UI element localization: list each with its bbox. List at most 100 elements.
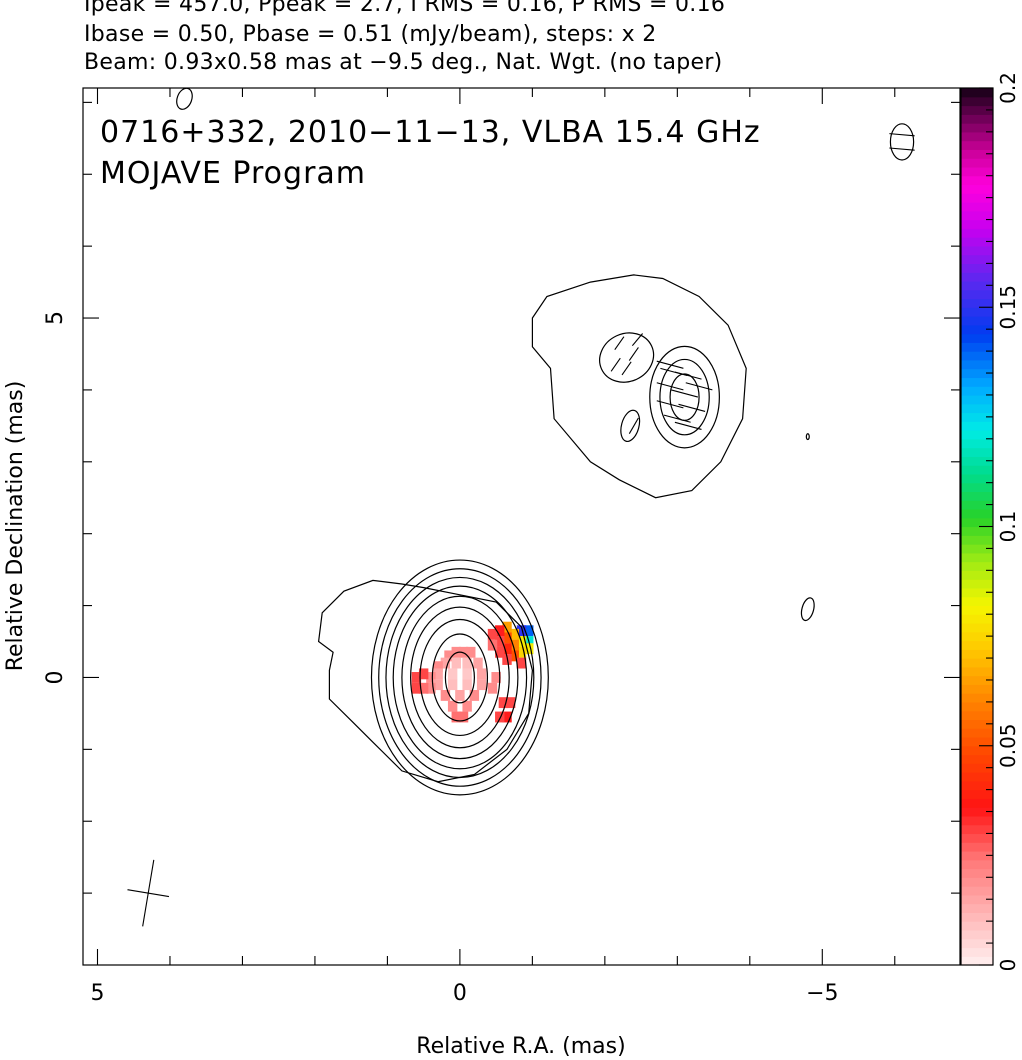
colorbar-segment xyxy=(961,938,993,949)
polarization-pixel xyxy=(447,700,458,712)
colorbar-segment xyxy=(961,763,993,773)
polarization-pixel xyxy=(495,625,505,637)
colorbar-segment xyxy=(961,421,993,431)
colorbar-segment xyxy=(961,947,993,957)
colorbar-segment xyxy=(961,894,993,905)
polarization-pixel xyxy=(509,628,519,640)
colorbar-segment xyxy=(961,438,993,449)
evpa-vector xyxy=(628,417,639,434)
colorbar-segment xyxy=(961,561,993,571)
evpa-vector xyxy=(889,133,915,137)
colorbar-segment xyxy=(961,202,993,212)
polarization-pixel xyxy=(509,650,519,662)
colorbar-segment xyxy=(961,158,993,168)
colorbar-tick-label: 0 xyxy=(996,959,1020,972)
polarization-pixel xyxy=(487,628,498,640)
evpa-vector xyxy=(656,360,684,369)
colorbar-segment xyxy=(961,596,993,607)
colorbar-segment xyxy=(961,140,993,150)
core-contour xyxy=(431,633,489,722)
colorbar-segment xyxy=(961,631,993,642)
colorbar-segment xyxy=(961,386,993,396)
colorbar-segment xyxy=(961,736,993,747)
core-contour xyxy=(410,606,510,749)
colorbar-segment xyxy=(961,430,993,440)
colorbar-segment xyxy=(961,693,993,703)
polarization-pixel xyxy=(516,657,527,669)
colorbar-segment xyxy=(961,465,993,475)
colorbar-segment xyxy=(961,798,993,808)
colorbar-segment xyxy=(961,280,993,291)
polarization-pixel xyxy=(451,657,461,669)
colorbar-segment xyxy=(961,245,993,256)
colorbar xyxy=(961,88,993,966)
x-tick-label: 0 xyxy=(453,981,467,1006)
polarization-pixel xyxy=(433,668,443,680)
intensity-contours xyxy=(176,88,915,796)
polarization-pixel xyxy=(524,625,534,637)
polarization-pixel xyxy=(462,657,472,669)
colorbar-segment xyxy=(961,833,993,843)
y-tick-labels: 50 xyxy=(43,311,68,684)
x-tick-label: −5 xyxy=(806,981,838,1006)
isolated-contour xyxy=(176,88,193,110)
header-beam-line: Beam: 0.93x0.58 mas at −9.5 deg., Nat. W… xyxy=(84,50,723,75)
colorbar-tick-label: 0.05 xyxy=(996,723,1020,768)
evpa-vector xyxy=(889,147,915,151)
colorbar-segment xyxy=(961,508,993,519)
colorbar-segment xyxy=(961,131,993,142)
colorbar-segment xyxy=(961,824,993,835)
colorbar-tick-labels: 0 0.05 0.1 0.15 0.2 xyxy=(996,72,1020,971)
core-contour xyxy=(378,568,542,787)
evpa-vector xyxy=(656,382,684,391)
polarization-pixel xyxy=(411,682,422,694)
colorbar-segment xyxy=(961,359,993,370)
colorbar-segment xyxy=(961,859,993,870)
colorbar-segment xyxy=(961,351,993,361)
colorbar-segment xyxy=(961,728,993,738)
polarization-pixel xyxy=(516,646,527,658)
colorbar-segment xyxy=(961,114,993,124)
polarization-pixel xyxy=(495,646,505,658)
colorbar-ticks xyxy=(979,87,993,966)
polarization-pixel xyxy=(451,711,461,723)
colorbar-segment xyxy=(961,877,993,887)
colorbar-segment xyxy=(961,929,993,940)
polarization-pixel xyxy=(509,639,519,651)
colorbar-segment xyxy=(961,649,993,659)
polarization-pixel xyxy=(491,672,501,683)
colorbar-segment xyxy=(961,342,993,352)
polarization-pixel xyxy=(433,661,443,673)
colorbar-segment xyxy=(961,184,993,194)
evpa-vector xyxy=(678,403,706,412)
polarization-pixel xyxy=(502,621,512,633)
polarization-pixel xyxy=(502,643,512,655)
colorbar-segment xyxy=(961,614,993,624)
colorbar-segment xyxy=(961,403,993,414)
evpa-vector xyxy=(621,361,632,376)
colorbar-segment xyxy=(961,903,993,913)
colorbar-segment xyxy=(961,912,993,922)
colorbar-segment xyxy=(961,719,993,729)
colorbar-segment xyxy=(961,772,993,782)
polarization-pixel xyxy=(524,643,534,655)
jet-contour xyxy=(599,332,655,383)
polarization-pixel xyxy=(426,682,436,694)
core-contour xyxy=(444,651,475,704)
x-axis-ticks xyxy=(96,88,896,965)
colorbar-segment xyxy=(961,535,993,545)
polarization-pixel xyxy=(411,672,422,683)
evpa-vector xyxy=(614,336,625,351)
colorbar-segment xyxy=(961,850,993,861)
polarization-pixel xyxy=(462,679,472,691)
colorbar-segment xyxy=(961,526,993,536)
polarization-pixel xyxy=(516,625,527,637)
colorbar-segment xyxy=(961,684,993,694)
colorbar-segment xyxy=(961,149,993,159)
colorbar-segment xyxy=(961,333,993,343)
x-tick-label: 5 xyxy=(90,981,104,1006)
colorbar-segment xyxy=(961,88,993,98)
colorbar-segment xyxy=(961,675,993,685)
evpa-vector xyxy=(610,357,621,372)
